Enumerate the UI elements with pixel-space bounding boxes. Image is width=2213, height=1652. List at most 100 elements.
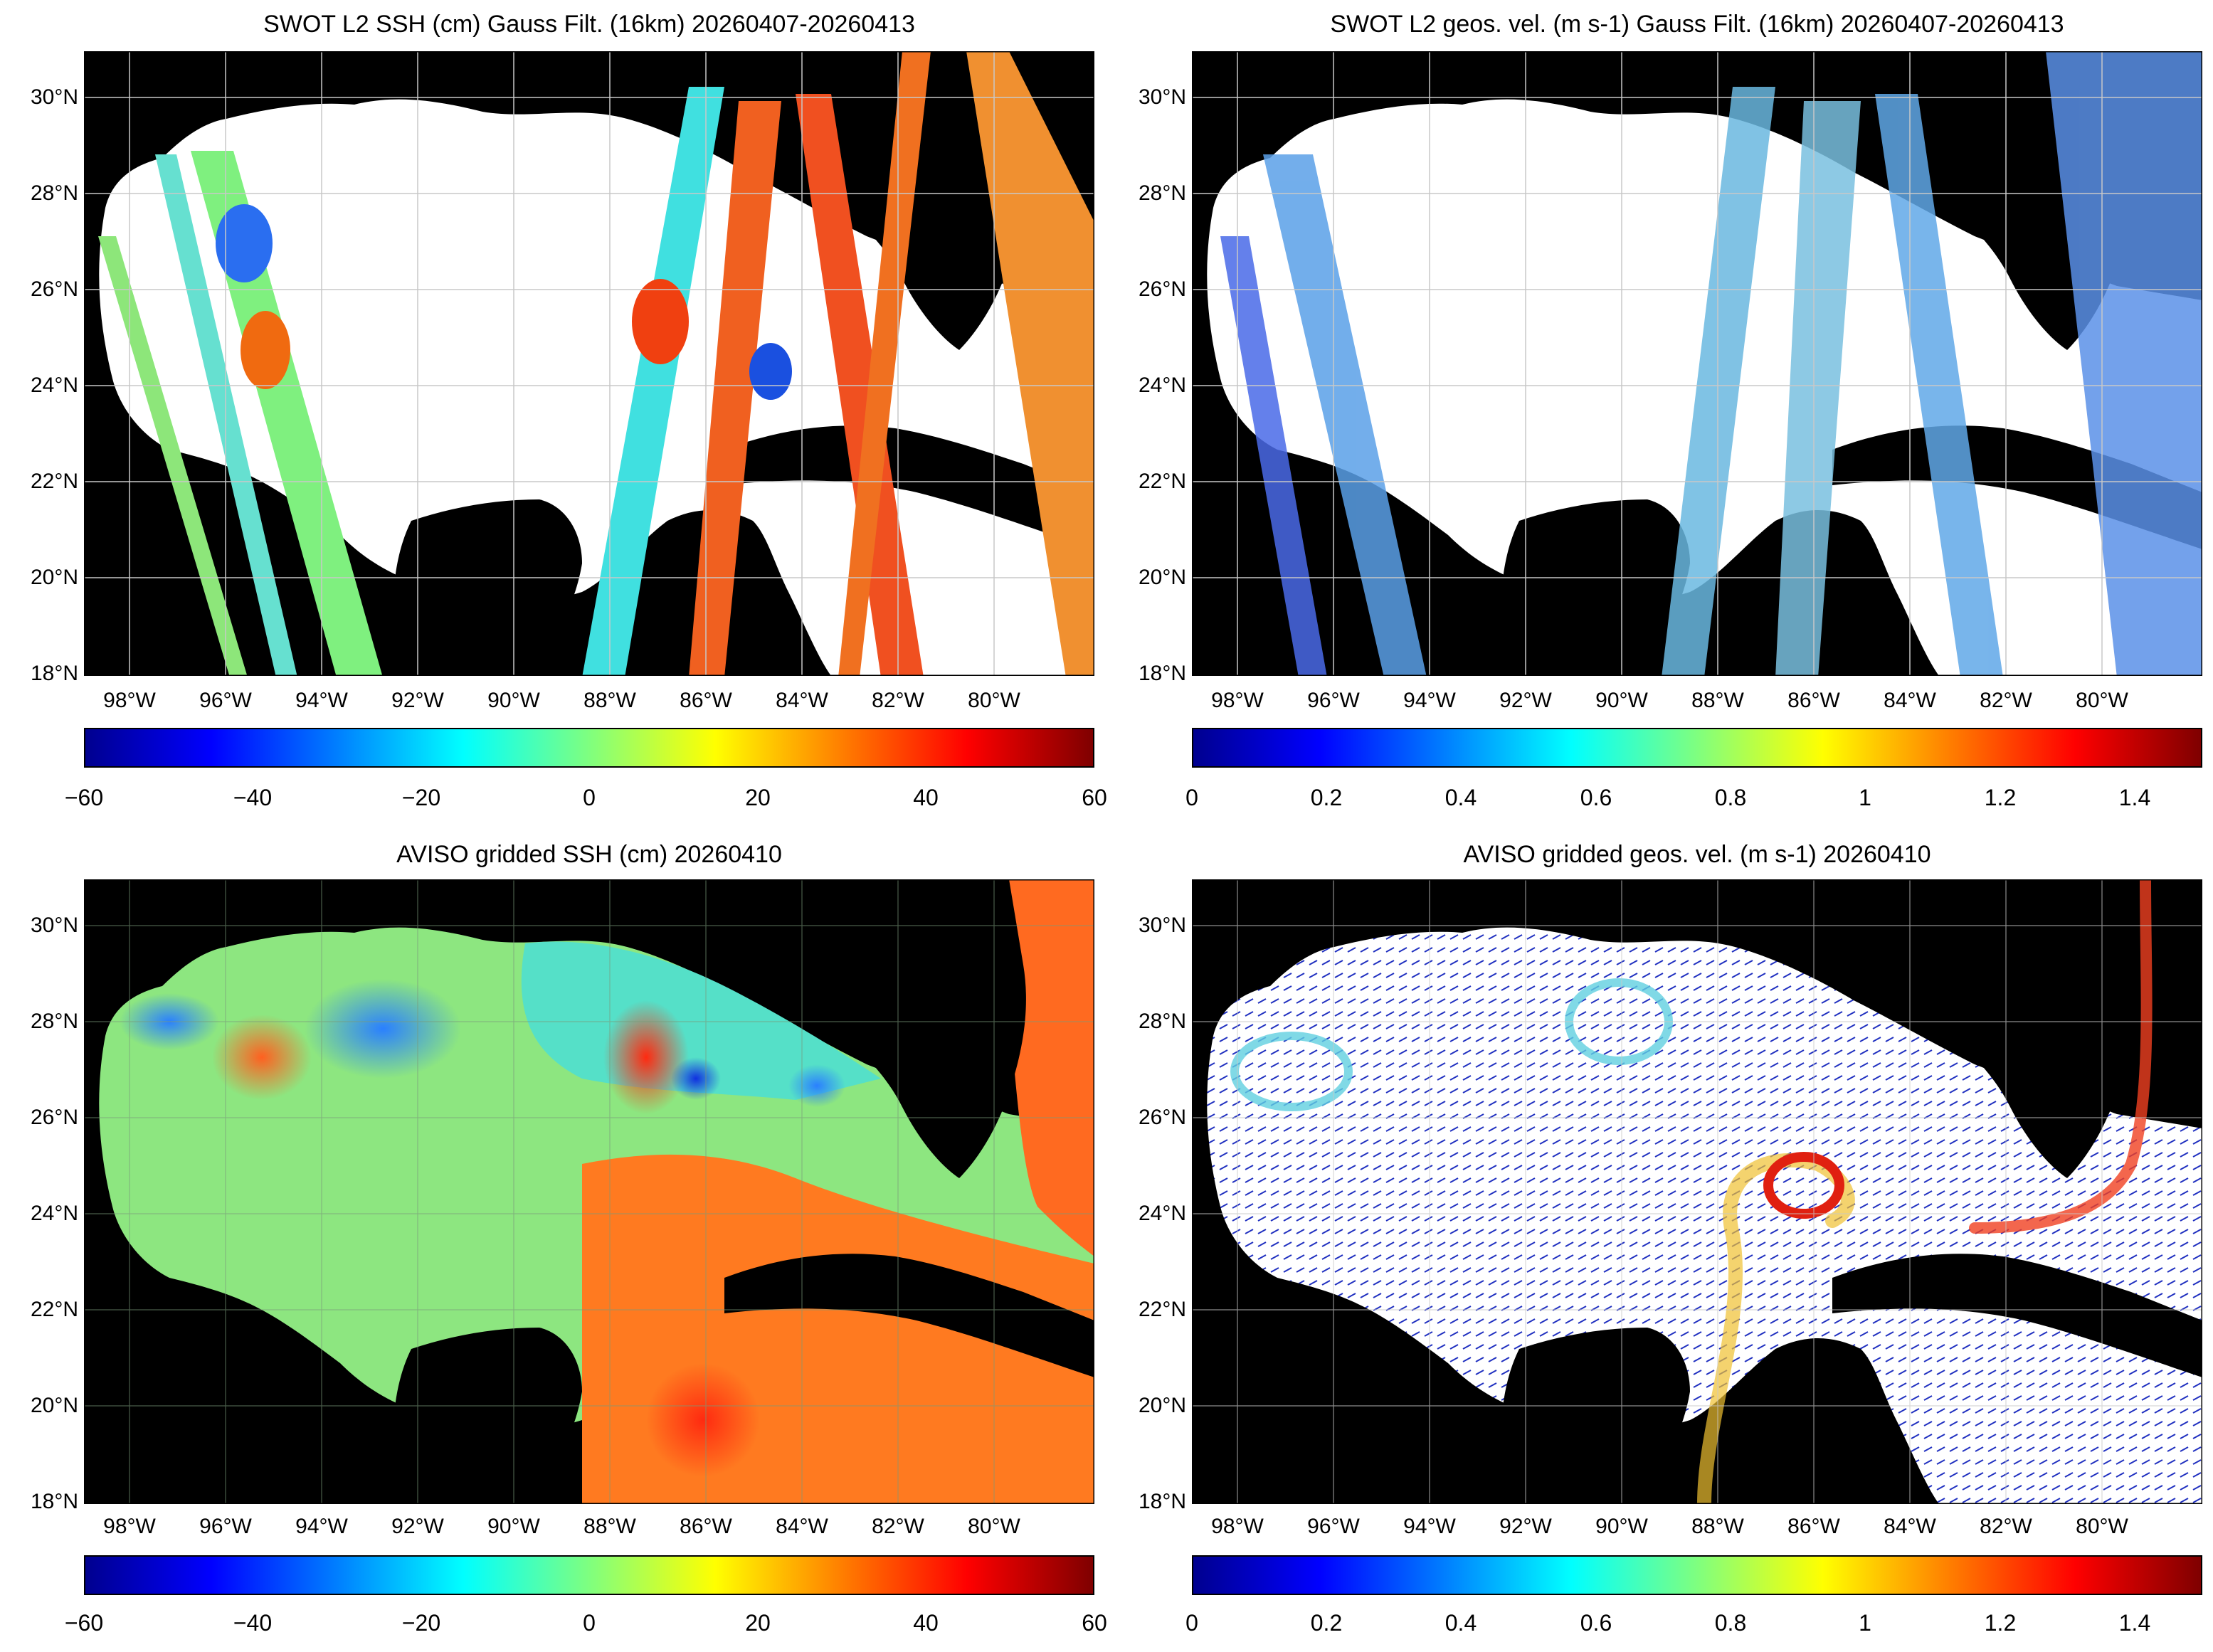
lat-tick: 28°N xyxy=(1138,1010,1186,1033)
florida-land xyxy=(810,879,1026,1178)
lon-tick: 90°W xyxy=(1595,1515,1648,1538)
lon-tick: 98°W xyxy=(1211,1515,1264,1538)
lat-tick: 28°N xyxy=(30,1010,78,1033)
colorbar-tick: −40 xyxy=(233,785,273,810)
panel-title: SWOT L2 SSH (cm) Gauss Filt. (16km) 2026… xyxy=(263,11,915,38)
gulf-water xyxy=(1207,927,2202,1504)
colorbar-tick: 1.4 xyxy=(2118,785,2151,810)
colorbar-tick: 1 xyxy=(1859,785,1871,810)
colorbar xyxy=(1192,728,2202,768)
lon-tick: 84°W xyxy=(1884,1515,1936,1538)
lat-tick: 26°N xyxy=(30,277,78,301)
yucatan-land xyxy=(393,1328,582,1504)
colorbar-tick: 0.8 xyxy=(1714,1610,1747,1636)
lon-tick: 94°W xyxy=(295,1515,348,1538)
lat-tick: 18°N xyxy=(1138,1490,1186,1513)
cuba-land xyxy=(724,1254,1094,1377)
colorbar-tick: −20 xyxy=(401,1610,441,1636)
colorbar-tick: 1.4 xyxy=(2118,1610,2151,1636)
lat-tick: 26°N xyxy=(30,1106,78,1129)
lon-tick: 88°W xyxy=(583,1515,636,1538)
lat-tick: 20°N xyxy=(1138,1394,1186,1417)
lat-tick: 20°N xyxy=(1138,566,1186,589)
lon-tick: 82°W xyxy=(872,1515,924,1538)
swath-3 xyxy=(191,151,383,676)
colorbar-tick: 1.2 xyxy=(1984,1610,2017,1636)
gulf-stream xyxy=(1009,879,1094,1256)
panel-aviso-vel: AVISO gridded geos. vel. (m s-1) 2026041… xyxy=(1106,826,2213,1652)
lon-tick: 86°W xyxy=(680,689,732,712)
swath-7 xyxy=(838,51,931,676)
colorbar-tick: 1.2 xyxy=(1984,785,2017,810)
colorbar-tick: 1 xyxy=(1859,1610,1871,1636)
lat-tick: 24°N xyxy=(1138,1202,1186,1225)
lon-tick: 98°W xyxy=(103,689,156,712)
swath-6 xyxy=(796,94,924,676)
lon-tick: 92°W xyxy=(1499,1515,1552,1538)
lat-tick: 22°N xyxy=(30,470,78,493)
swot-eddy-blue xyxy=(216,204,273,282)
graticule xyxy=(1192,879,2202,1504)
lat-tick: 30°N xyxy=(1138,85,1186,109)
colorbar-tick: 20 xyxy=(745,785,771,810)
swath-8 xyxy=(966,51,1094,676)
lat-tick: 22°N xyxy=(1138,1298,1186,1321)
colorbar xyxy=(1192,1555,2202,1595)
lon-tick: 82°W xyxy=(1980,1515,2032,1538)
panel-title: SWOT L2 geos. vel. (m s-1) Gauss Filt. (… xyxy=(1330,11,2064,38)
graticule xyxy=(1192,51,2202,676)
lon-tick: 82°W xyxy=(1980,689,2032,712)
lon-tick: 84°W xyxy=(1884,689,1936,712)
lon-tick: 92°W xyxy=(391,689,444,712)
florida-land xyxy=(1918,879,2134,1178)
lon-tick: 88°W xyxy=(1691,1515,1744,1538)
colorbar-tick: 0 xyxy=(1185,785,1198,810)
lat-tick: 30°N xyxy=(30,85,78,109)
lon-tick: 96°W xyxy=(199,1515,252,1538)
swot-eddy-red2 xyxy=(632,279,689,364)
colorbar-tick: 0 xyxy=(1185,1610,1198,1636)
colorbar xyxy=(84,1555,1094,1595)
colorbar-tick: 40 xyxy=(913,1610,939,1636)
lon-tick: 86°W xyxy=(680,1515,732,1538)
lon-tick: 96°W xyxy=(1307,1515,1360,1538)
cuba-land xyxy=(1832,425,2202,549)
panel-title: AVISO gridded geos. vel. (m s-1) 2026041… xyxy=(1463,841,1931,868)
swath-5 xyxy=(689,101,781,676)
colorbar-tick: 20 xyxy=(745,1610,771,1636)
lon-tick: 82°W xyxy=(872,689,924,712)
lat-tick: 22°N xyxy=(30,1298,78,1321)
current-features xyxy=(1230,879,2153,1504)
colorbar-tick: 0.8 xyxy=(1714,785,1747,810)
colorbar-tick: 0.2 xyxy=(1310,1610,1343,1636)
lon-tick: 98°W xyxy=(1211,689,1264,712)
colorbar-tick: 60 xyxy=(1082,1610,1107,1636)
lat-tick: 24°N xyxy=(1138,374,1186,397)
panel-title: AVISO gridded SSH (cm) 20260410 xyxy=(396,841,782,868)
panel-aviso-ssh: AVISO gridded SSH (cm) 20260410 xyxy=(0,826,1107,1652)
lon-tick: 90°W xyxy=(1595,689,1648,712)
colorbar-tick: 0.4 xyxy=(1444,785,1477,810)
lat-tick: 26°N xyxy=(1138,277,1186,301)
lat-tick: 22°N xyxy=(1138,470,1186,493)
cuba-land xyxy=(1832,1254,2202,1377)
swath-1 xyxy=(98,236,248,676)
colorbar xyxy=(84,728,1094,768)
swot-vel-map xyxy=(1192,51,2202,676)
lat-tick: 18°N xyxy=(1138,662,1186,685)
aviso-vel-map xyxy=(1192,879,2202,1504)
lat-tick: 30°N xyxy=(30,914,78,937)
swath-4 xyxy=(582,87,724,676)
lat-tick: 24°N xyxy=(30,1202,78,1225)
lat-tick: 28°N xyxy=(30,181,78,205)
panel-swot-vel: SWOT L2 geos. vel. (m s-1) Gauss Filt. (… xyxy=(1106,0,2213,826)
lon-tick: 84°W xyxy=(776,1515,828,1538)
lon-tick: 94°W xyxy=(1403,689,1456,712)
lon-tick: 88°W xyxy=(1691,689,1744,712)
colorbar-tick: 0.2 xyxy=(1310,785,1343,810)
yucatan-land xyxy=(393,499,582,676)
swot-ssh-map xyxy=(84,51,1094,676)
lat-tick: 18°N xyxy=(30,662,78,685)
colorbar-tick: −60 xyxy=(64,1610,104,1636)
lon-tick: 90°W xyxy=(487,1515,540,1538)
